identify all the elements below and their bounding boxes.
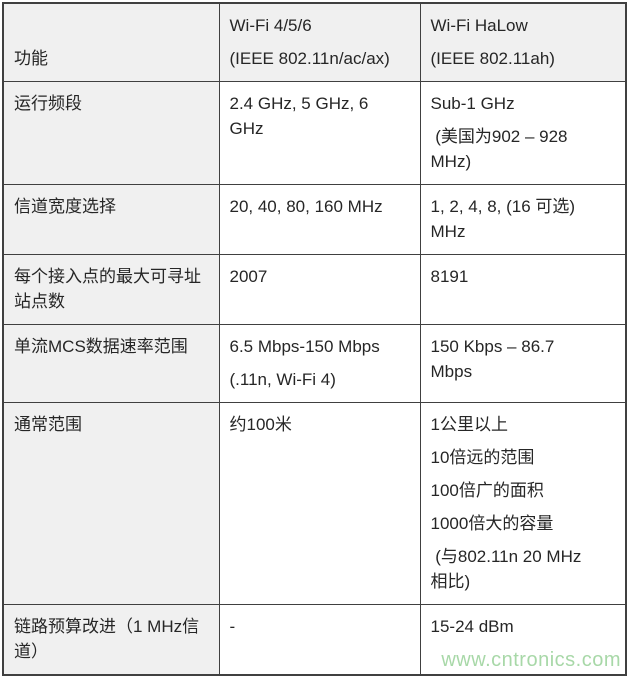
cell-max-stations-wifi456: 2007 xyxy=(218,254,421,325)
table-row-typical-range: 通常范围 约100米 1公里以上 10倍远的范围 100倍广的面积 1000倍大的容量… xyxy=(2,402,627,605)
table-row-link-budget: 链路预算改进（1 MHz信 道） - 15-24 dBm xyxy=(2,604,627,676)
header-halow: Wi-Fi HaLow (IEEE 802.11ah) xyxy=(419,2,627,82)
cell-channel-width-halow: 1, 2, 4, 8, (16 可选) MHz xyxy=(419,184,627,255)
cell-link-budget-halow: 15-24 dBm xyxy=(419,604,627,676)
cell-mcs-data-rate-halow: 150 Kbps – 86.7 Mbps xyxy=(419,324,627,403)
cell-link-budget-wifi456: - xyxy=(218,604,421,676)
row-label-max-stations: 每个接入点的最大可寻址 站点数 xyxy=(2,254,220,325)
row-label-operating-band: 运行频段 xyxy=(2,81,220,185)
row-label-typical-range: 通常范围 xyxy=(2,402,220,605)
table-row-channel-width: 信道宽度选择 20, 40, 80, 160 MHz 1, 2, 4, 8, (… xyxy=(2,184,627,255)
header-row: 功能 Wi-Fi 4/5/6 (IEEE 802.11n/ac/ax) Wi-Fi… xyxy=(2,2,627,82)
table-row-mcs-data-rate: 单流MCS数据速率范围 6.5 Mbps-150 Mbps (.11n, Wi-F… xyxy=(2,324,627,403)
row-label-channel-width: 信道宽度选择 xyxy=(2,184,220,255)
row-label-mcs-data-rate: 单流MCS数据速率范围 xyxy=(2,324,220,403)
table-row-max-stations: 每个接入点的最大可寻址 站点数 2007 8191 xyxy=(2,254,627,325)
table-row-operating-band: 运行频段 2.4 GHz, 5 GHz, 6 GHz Sub-1 GHz (美国… xyxy=(2,81,627,185)
cell-operating-band-wifi456: 2.4 GHz, 5 GHz, 6 GHz xyxy=(218,81,421,185)
row-label-link-budget: 链路预算改进（1 MHz信 道） xyxy=(2,604,220,676)
cell-max-stations-halow: 8191 xyxy=(419,254,627,325)
cell-channel-width-wifi456: 20, 40, 80, 160 MHz xyxy=(218,184,421,255)
header-feature: 功能 xyxy=(2,2,220,82)
cell-mcs-data-rate-wifi456: 6.5 Mbps-150 Mbps (.11n, Wi-Fi 4) xyxy=(218,324,421,403)
cell-operating-band-halow: Sub-1 GHz (美国为902 – 928 MHz) xyxy=(419,81,627,185)
cell-typical-range-wifi456: 约100米 xyxy=(218,402,421,605)
watermark: www.cntronics.com xyxy=(441,649,621,671)
header-wifi456: Wi-Fi 4/5/6 (IEEE 802.11n/ac/ax) xyxy=(218,2,421,82)
cell-typical-range-halow: 1公里以上 10倍远的范围 100倍广的面积 1000倍大的容量 (与802.11n … xyxy=(419,402,627,605)
